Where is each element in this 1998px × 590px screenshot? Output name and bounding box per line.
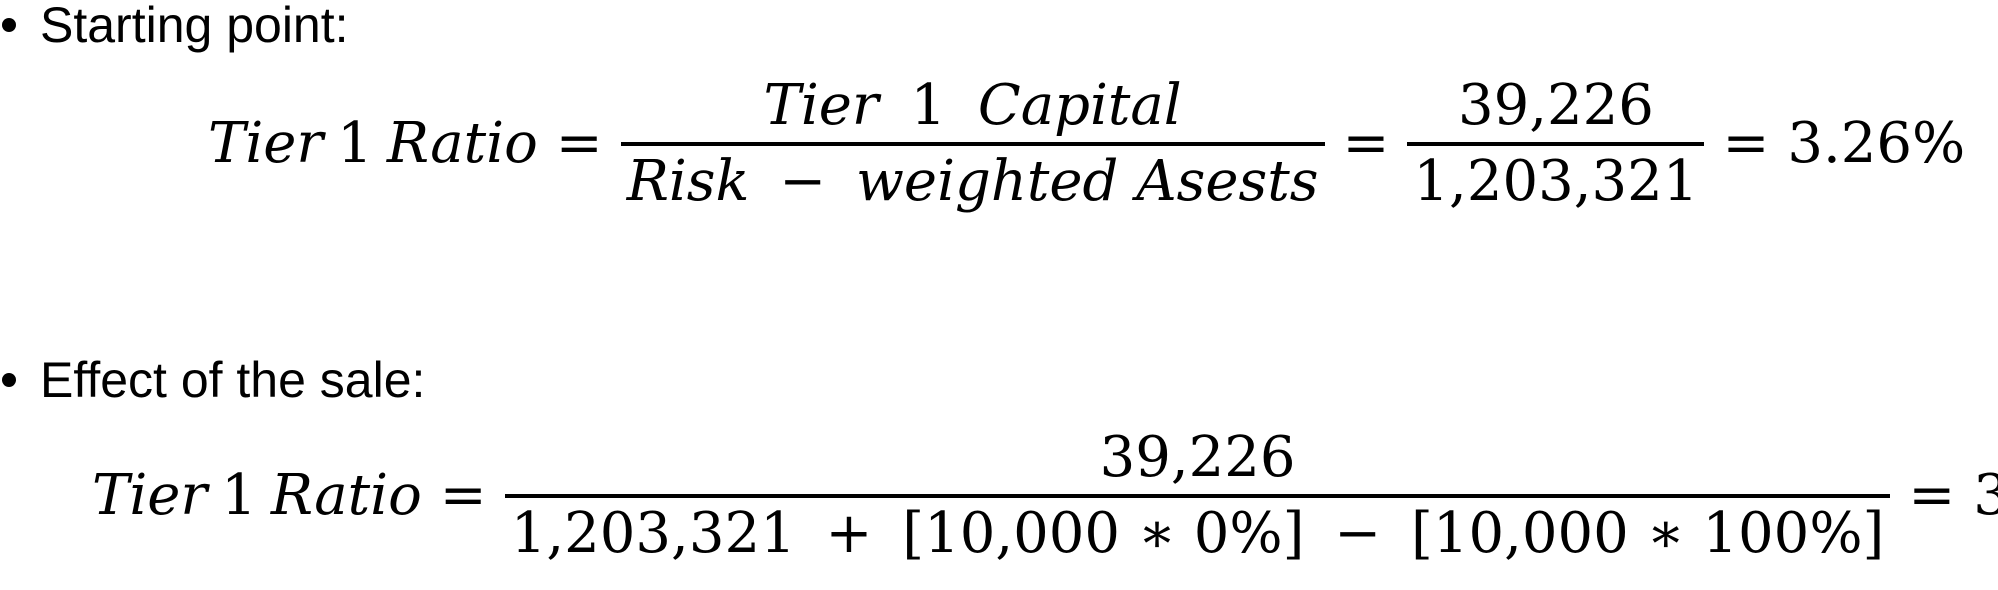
denominator-term-removed: [10,000 ∗ 100%] [1410, 501, 1885, 566]
bullet-dot [2, 373, 16, 387]
fraction-adjusted: 39,226 1,203,321 + [10,000 ∗ 0%] − [10,0… [504, 425, 1891, 562]
bullet-label: Effect of the sale: [40, 352, 426, 408]
denominator-minus: − [1334, 501, 1382, 566]
fraction-denominator-value: 1,203,321 [1413, 149, 1699, 214]
fraction-values: 39,226 1,203,321 [1407, 73, 1705, 214]
result-value: 3.26% [1787, 111, 1966, 176]
fraction-numerator: 39,226 [1099, 425, 1296, 490]
equals-sign: = [1342, 111, 1390, 176]
fraction-numerator: Tier 1 Capital [757, 78, 1187, 142]
fraction-bar [1407, 142, 1705, 146]
fraction-denominator: Risk − weighted Asests [621, 146, 1325, 210]
lhs-word1: Tier [92, 463, 208, 528]
denominator-word1: Risk [626, 149, 750, 214]
bullet-label: Starting point: [40, 0, 349, 53]
lhs-number: 1 [221, 463, 257, 528]
denominator-word2: weighted Asests [856, 149, 1319, 214]
bullet-effect-of-sale: Effect of the sale: [0, 355, 425, 405]
equation-starting-point: Tier 1 Ratio = Tier 1 Capital Risk − wei… [208, 78, 1965, 210]
bullet-starting-point: Starting point: [0, 0, 349, 50]
denominator-term-added: [10,000 ∗ 0%] [902, 501, 1305, 566]
bullet-dot [2, 18, 16, 32]
lhs-word1: Tier [208, 111, 324, 176]
equals-sign: = [555, 111, 603, 176]
fraction-numerator-value: 39,226 [1457, 73, 1654, 138]
fraction-definition: Tier 1 Capital Risk − weighted Asests [620, 78, 1325, 210]
fraction-bar [620, 142, 1325, 146]
lhs-word2: Ratio [386, 111, 538, 176]
numerator-number: 1 [910, 73, 947, 138]
equals-sign: = [439, 463, 487, 528]
result-value: 3.29% [1973, 463, 1998, 528]
fraction-bar [504, 494, 1891, 498]
equals-sign: = [1908, 463, 1956, 528]
equation-effect-of-sale: Tier 1 Ratio = 39,226 1,203,321 + [10,00… [92, 430, 1998, 562]
denominator-plus: + [825, 501, 873, 566]
equals-sign: = [1722, 111, 1770, 176]
numerator-word1: Tier [763, 73, 879, 138]
lhs-word2: Ratio [270, 463, 422, 528]
denominator-minus: − [779, 149, 827, 214]
lhs-number: 1 [337, 111, 373, 176]
denominator-base: 1,203,321 [510, 501, 796, 566]
fraction-denominator: 1,203,321 + [10,000 ∗ 0%] − [10,000 ∗ 10… [505, 498, 1891, 562]
numerator-word2: Capital [977, 73, 1182, 138]
